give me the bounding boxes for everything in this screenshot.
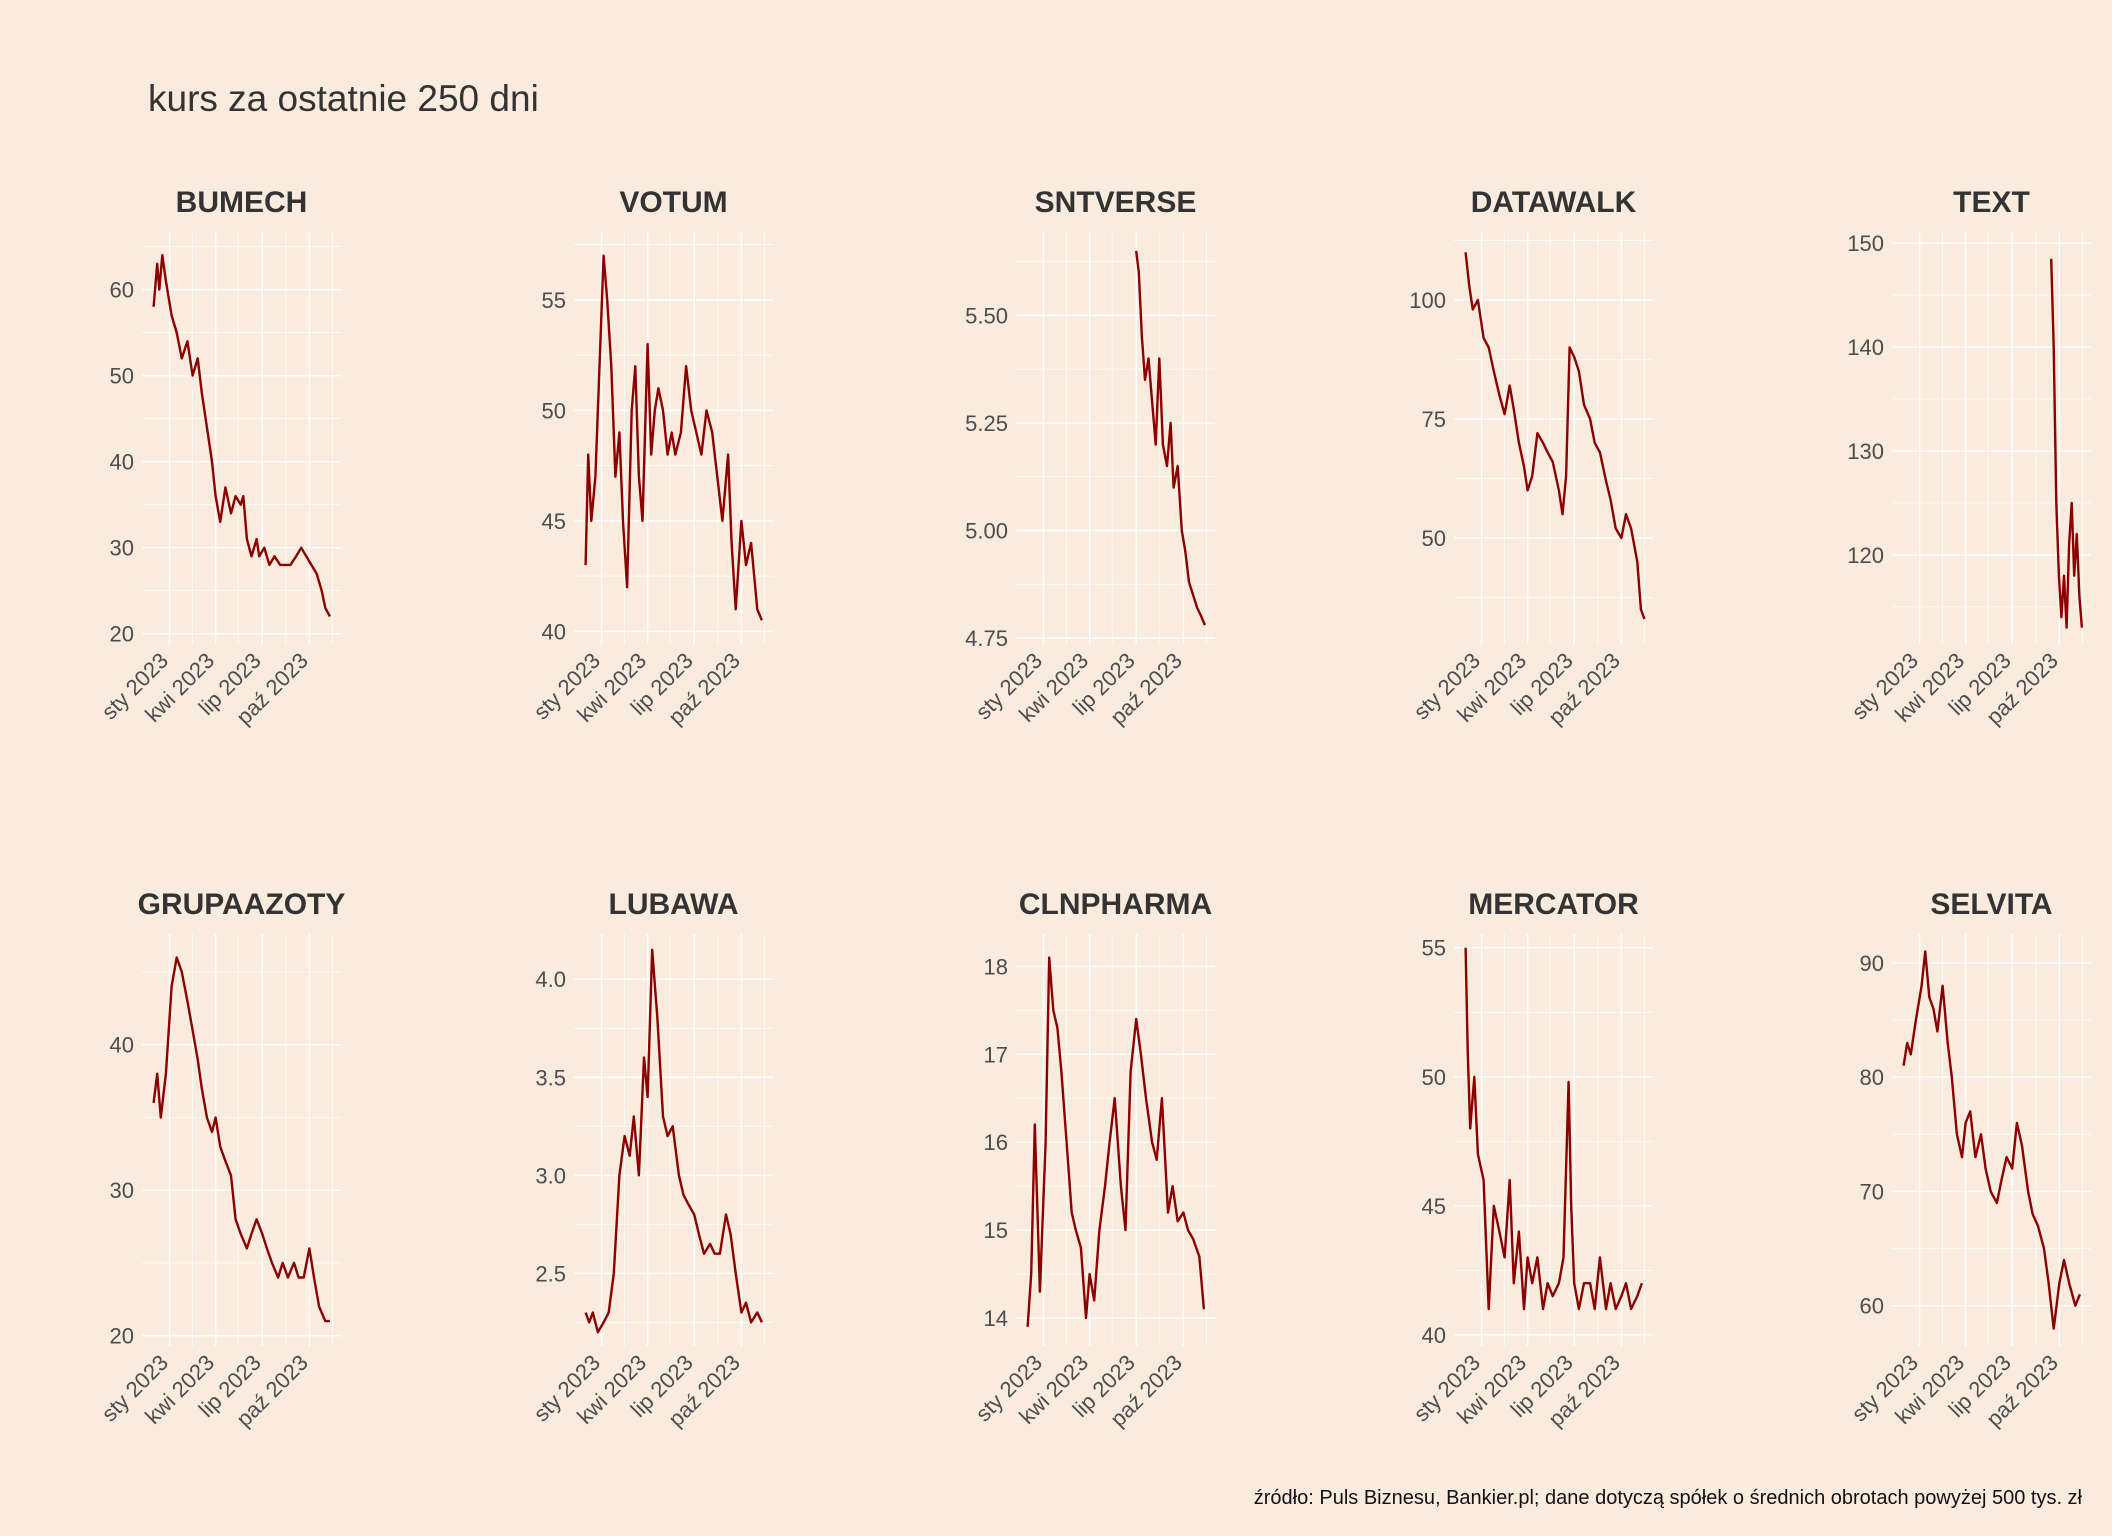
panel-title-votum: VOTUM	[619, 186, 727, 219]
y-tick-label: 4.75	[965, 626, 1008, 651]
series-line-selvita	[1902, 950, 2082, 1330]
y-tick-label: 3.0	[535, 1163, 566, 1188]
y-tick-label: 50	[1422, 1065, 1446, 1090]
series-line-mercator	[1464, 947, 1644, 1311]
panel-title-text: TEXT	[1953, 186, 2030, 219]
y-tick-label: 14	[984, 1306, 1008, 1331]
y-tick-label: 16	[984, 1130, 1008, 1155]
panel-title-sntverse: SNTVERSE	[1035, 186, 1197, 219]
panel-title-selvita: SELVITA	[1930, 888, 2052, 921]
y-tick-label: 40	[542, 619, 566, 644]
y-tick-label: 20	[110, 622, 134, 647]
y-tick-label: 120	[1847, 543, 1884, 568]
panel-title-grupaazoty: GRUPAAZOTY	[138, 888, 346, 921]
y-tick-label: 50	[542, 398, 566, 423]
y-tick-label: 55	[542, 288, 566, 313]
y-tick-label: 5.00	[965, 518, 1008, 543]
panel-title-lubawa: LUBAWA	[609, 888, 739, 921]
panel-title-mercator: MERCATOR	[1468, 888, 1639, 921]
panel-title-clnpharma: CLNPHARMA	[1019, 888, 1212, 921]
y-tick-label: 40	[1422, 1323, 1446, 1348]
y-tick-label: 30	[110, 1178, 134, 1203]
y-tick-label: 3.5	[535, 1065, 566, 1090]
y-tick-label: 130	[1847, 439, 1884, 464]
y-tick-label: 100	[1409, 288, 1446, 313]
series-line-votum	[584, 254, 764, 621]
y-tick-label: 2.5	[535, 1261, 566, 1286]
series-line-lubawa	[584, 948, 763, 1334]
y-tick-label: 5.50	[965, 303, 1008, 328]
series-line-datawalk	[1464, 252, 1646, 620]
y-tick-label: 20	[110, 1324, 134, 1349]
y-tick-label: 70	[1860, 1179, 1884, 1204]
series-line-clnpharma	[1026, 956, 1206, 1327]
y-tick-label: 60	[1860, 1294, 1884, 1319]
y-tick-label: 18	[984, 954, 1008, 979]
y-tick-label: 75	[1422, 407, 1446, 432]
y-tick-label: 4.0	[535, 967, 566, 992]
chart-title: kurs za ostatnie 250 dni	[148, 78, 539, 119]
y-tick-label: 5.25	[965, 411, 1008, 436]
y-tick-label: 60	[110, 278, 134, 303]
y-tick-label: 45	[1422, 1194, 1446, 1219]
chart-caption: źródło: Puls Biznesu, Bankier.pl; dane d…	[1254, 1487, 2083, 1509]
y-tick-label: 50	[110, 364, 134, 389]
series-line-sntverse	[1135, 250, 1207, 626]
series-line-text	[2050, 258, 2084, 629]
y-tick-label: 140	[1847, 335, 1884, 360]
y-tick-label: 55	[1422, 936, 1446, 961]
y-tick-label: 40	[110, 450, 134, 475]
y-tick-label: 40	[110, 1033, 134, 1058]
panel-title-bumech: BUMECH	[176, 186, 308, 219]
panel-title-datawalk: DATAWALK	[1471, 186, 1637, 219]
y-tick-label: 17	[984, 1042, 1008, 1067]
series-line-grupaazoty	[152, 956, 330, 1323]
y-tick-label: 90	[1860, 951, 1884, 976]
y-tick-label: 50	[1422, 526, 1446, 551]
y-tick-label: 80	[1860, 1065, 1884, 1090]
y-tick-label: 45	[542, 509, 566, 534]
y-tick-label: 150	[1847, 231, 1884, 256]
y-tick-label: 15	[984, 1218, 1008, 1243]
y-tick-label: 30	[110, 536, 134, 561]
series-line-bumech	[152, 253, 331, 618]
